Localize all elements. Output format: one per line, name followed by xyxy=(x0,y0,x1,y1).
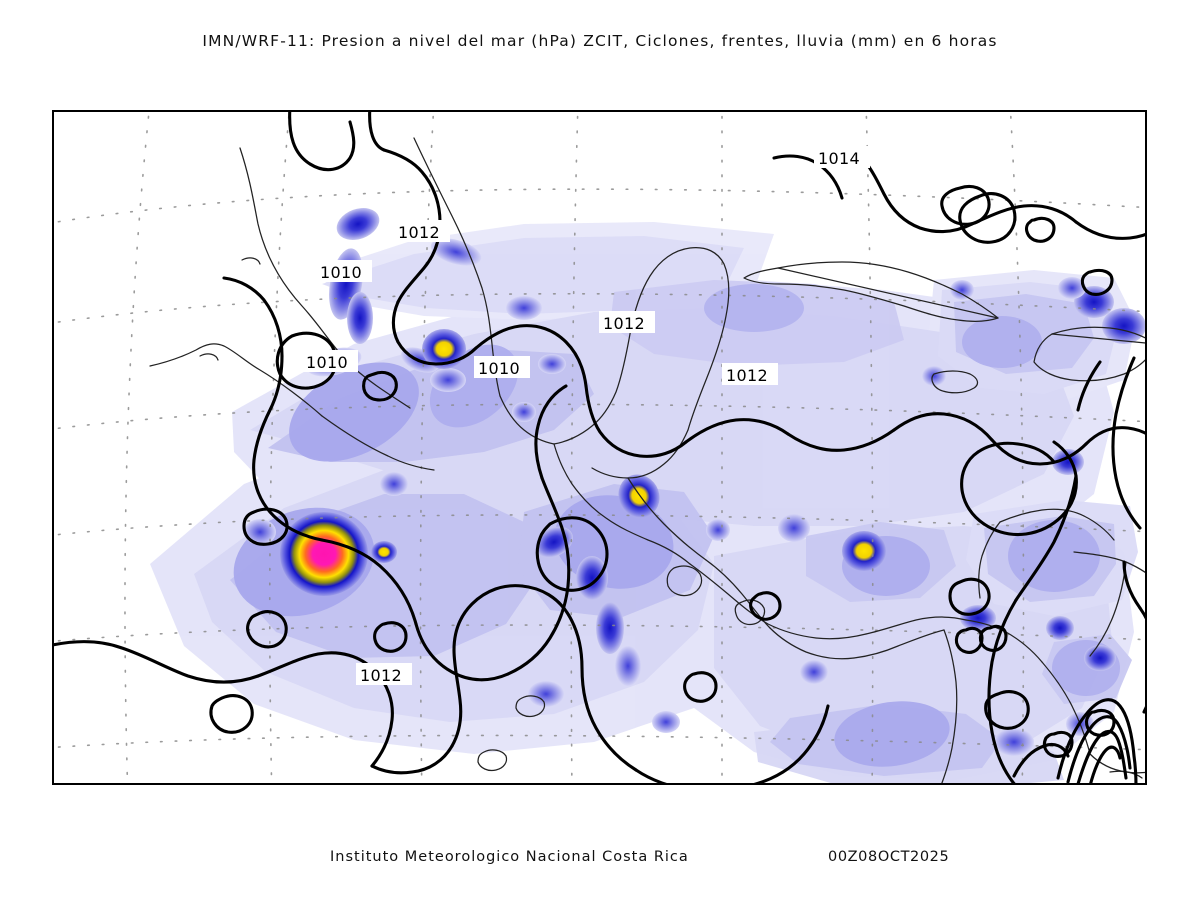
svg-text:1010: 1010 xyxy=(320,263,362,282)
precip-cells-blue xyxy=(244,208,1145,756)
page-title: IMN/WRF-11: Presion a nivel del mar (hPa… xyxy=(202,32,998,50)
svg-text:1012: 1012 xyxy=(603,314,645,333)
svg-text:1012: 1012 xyxy=(726,366,768,385)
isobar-label: 1012 xyxy=(356,663,412,685)
coastlines xyxy=(149,137,1145,783)
svg-text:1012: 1012 xyxy=(398,223,440,242)
map-frame[interactable]: 1012 1010 1010 1010 xyxy=(52,110,1147,785)
isobars xyxy=(54,112,1145,783)
isobar-label: 1010 xyxy=(316,260,372,282)
isobar-labels: 1012 1010 1010 1010 xyxy=(302,146,870,685)
precip-core-extreme xyxy=(280,512,368,596)
isobar-label: 1012 xyxy=(599,311,655,333)
isobar-label: 1012 xyxy=(722,363,778,385)
isobar-label: 1012 xyxy=(394,220,450,242)
footer-institution: Instituto Meteorologico Nacional Costa R… xyxy=(330,849,689,865)
footer-valid-time: 00Z08OCT2025 xyxy=(828,849,950,865)
map-canvas[interactable]: 1012 1010 1010 1010 xyxy=(54,112,1145,783)
svg-text:1014: 1014 xyxy=(818,149,860,168)
svg-text:1010: 1010 xyxy=(478,359,520,378)
svg-text:1012: 1012 xyxy=(360,666,402,685)
svg-text:1010: 1010 xyxy=(306,353,348,372)
isobar-label: 1010 xyxy=(302,350,358,372)
isobar-label: 1014 xyxy=(814,146,870,168)
isobar-label: 1010 xyxy=(474,356,530,378)
